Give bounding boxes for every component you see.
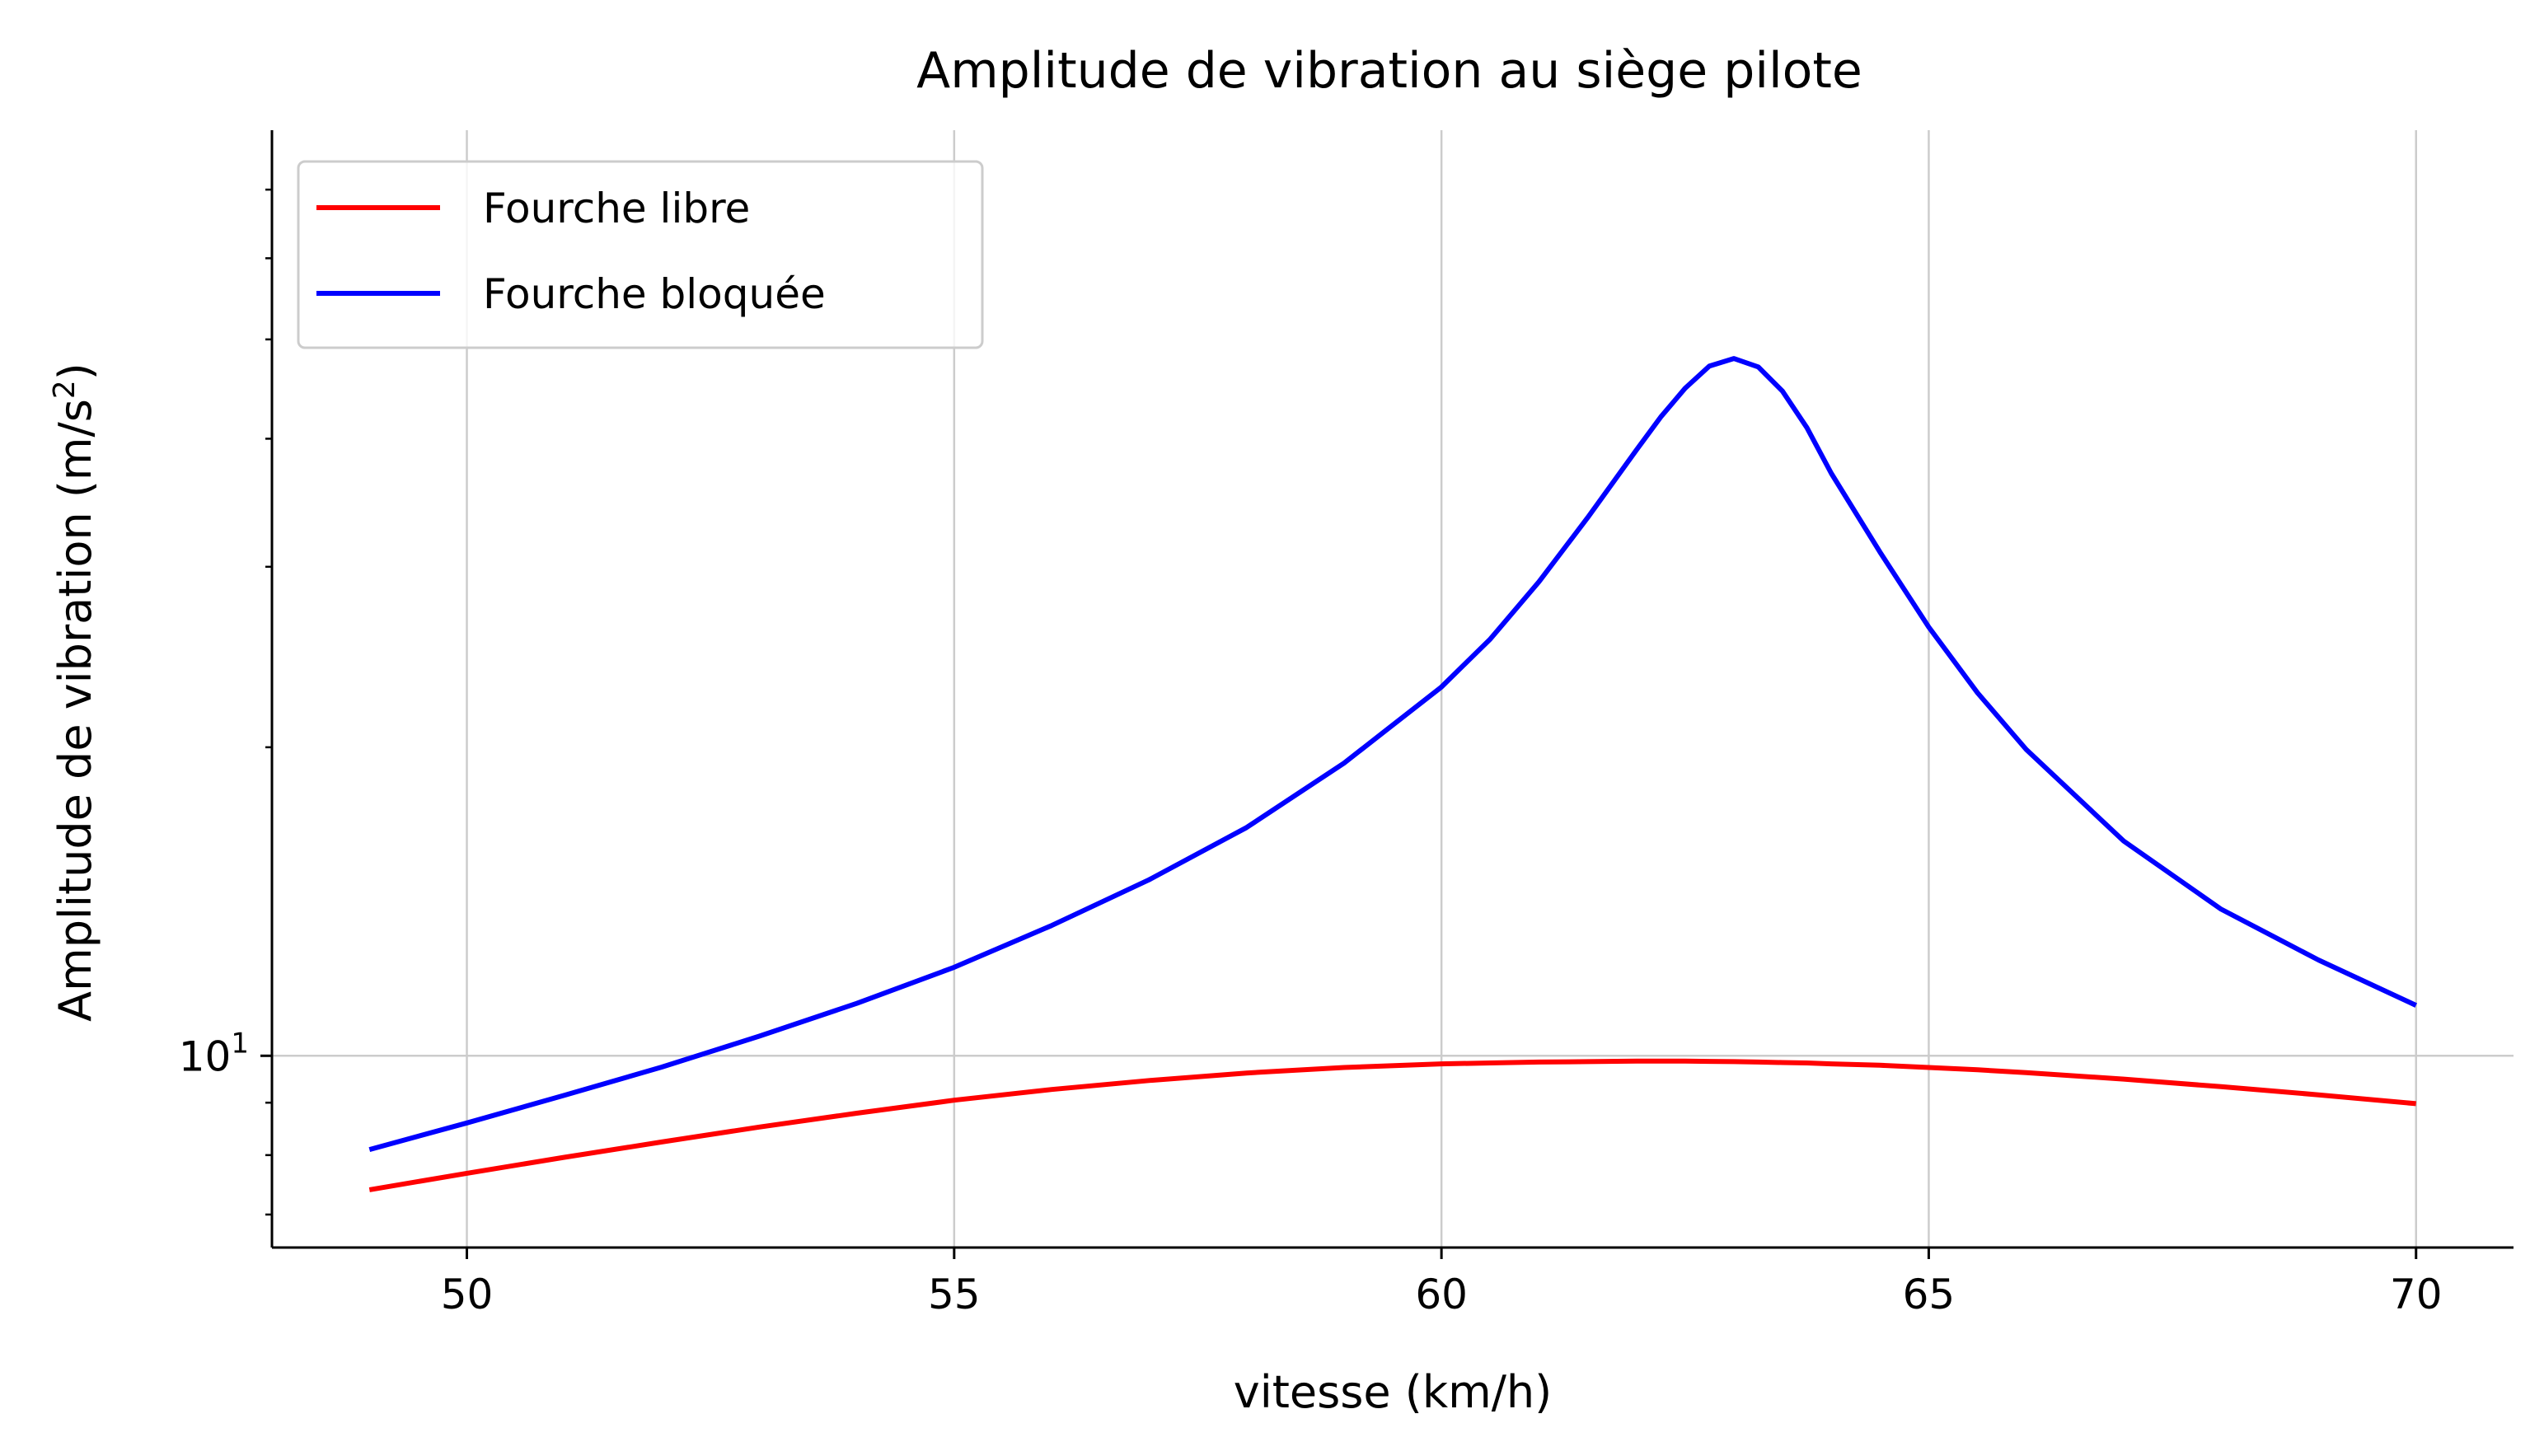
legend-label-fourche-libre: Fourche libre <box>483 185 750 232</box>
series-line-fourche-libre <box>368 1058 2416 1192</box>
series-line-fourche-bloquee <box>368 356 2417 1152</box>
y-axis-label-close: ) <box>49 363 101 380</box>
x-tick-label: 65 <box>1903 1271 1956 1318</box>
legend: Fourche libre Fourche bloquée <box>297 160 984 349</box>
x-tick-label: 70 <box>2390 1271 2443 1318</box>
y-ticks: 101 <box>179 188 272 1216</box>
y-axis-label-exponent: 2 <box>48 380 82 399</box>
x-axis-label: vitesse (km/h) <box>1234 1366 1552 1418</box>
y-tick-label: 101 <box>179 1027 249 1080</box>
y-axis-label: Amplitude de vibration (m/s2) <box>48 363 101 1022</box>
y-axis-label-main: Amplitude de vibration (m/s <box>49 399 101 1022</box>
x-tick-label: 55 <box>928 1271 981 1318</box>
legend-label-fourche-bloquee: Fourche bloquée <box>483 270 826 318</box>
x-tick-label: 50 <box>441 1271 494 1318</box>
chart-title: Amplitude de vibration au siège pilote <box>916 42 1862 100</box>
x-tick-label: 60 <box>1415 1271 1468 1318</box>
x-ticks: 50 55 60 65 70 <box>441 1248 2443 1318</box>
series-lines <box>368 356 2417 1192</box>
legend-box <box>297 160 984 349</box>
